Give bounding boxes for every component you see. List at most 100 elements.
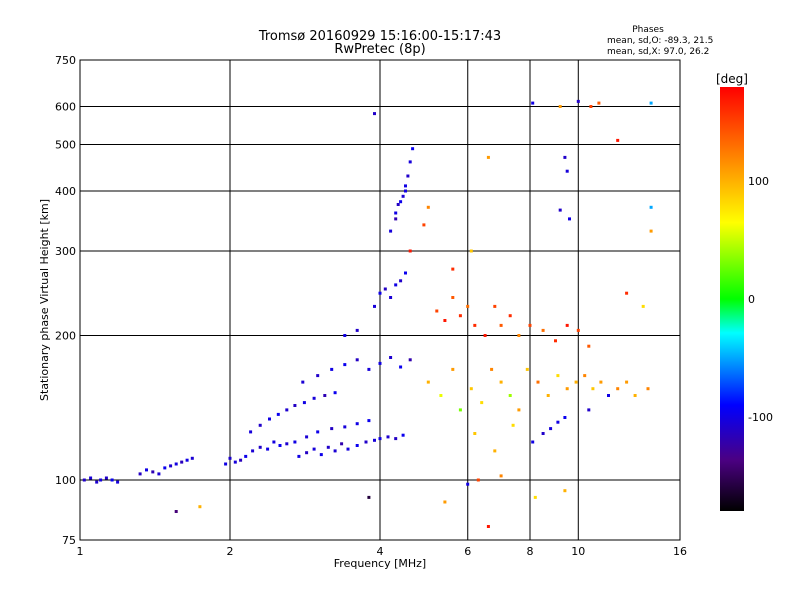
data-point [343,425,347,429]
data-point [312,396,316,400]
data-point [649,205,653,209]
data-point [367,367,371,371]
data-point [301,380,305,384]
colorbar-tick-label: 0 [748,293,755,306]
data-point [480,401,484,405]
x-tick-label: 2 [227,545,234,558]
colorbar-tick-label: 100 [748,175,769,188]
data-point [389,229,393,233]
data-point [157,472,161,476]
data-point [394,217,398,221]
data-point [378,437,382,441]
data-point [531,440,535,444]
data-point [616,138,620,142]
data-point [169,464,173,468]
data-point [233,460,237,464]
data-point [355,444,359,447]
data-point [399,279,403,283]
data-point [394,211,398,215]
colorbar: [deg] 100 0 -100 [716,72,773,511]
data-point [646,387,650,391]
data-point [568,217,571,221]
stats-x-mode: mean, sd,X: 97.0, 26.2 [607,47,709,57]
data-point [633,394,637,397]
data-point [151,470,155,474]
x-tick-label: 6 [464,545,471,558]
data-point [404,189,407,193]
data-point [198,505,202,509]
data-point [625,291,629,295]
x-tick-label: 8 [527,545,534,558]
data-point [333,449,337,453]
data-point [473,432,477,435]
data-point [541,328,545,332]
data-point [476,478,480,482]
data-point [228,456,232,460]
data-point [565,169,569,173]
data-point [293,440,297,444]
data-point [591,387,595,391]
data-point [587,408,591,412]
data-point [355,328,359,332]
data-point [394,437,398,441]
data-point [312,447,316,451]
data-points [82,99,653,528]
data-point [394,283,398,287]
data-point [422,223,426,227]
y-tick-label: 75 [62,534,76,547]
data-point [565,323,569,327]
data-point [435,309,439,313]
data-point [406,174,410,178]
data-point [583,374,587,378]
data-point [293,404,297,407]
data-point [367,495,371,499]
data-point [285,408,289,412]
data-point [373,304,376,308]
data-point [316,374,320,378]
colorbar-ticks: 100 0 -100 [748,175,773,424]
data-point [531,101,535,105]
data-point [493,449,497,453]
data-point [333,391,337,395]
data-point [386,435,390,439]
data-point [373,438,376,442]
data-point [224,462,228,466]
data-point [185,458,189,462]
data-point [426,205,430,209]
data-point [625,380,629,384]
data-point [268,417,271,421]
chart-subtitle: RwPretec (8p) [334,42,425,57]
data-point [404,184,407,188]
chart-titles: Tromsø 20160929 15:16:00-15:17:43 RwPret… [258,29,501,57]
data-point [258,445,262,449]
data-point [297,454,301,458]
data-point [574,380,578,384]
data-point [558,105,562,108]
data-point [408,249,412,253]
data-point [408,358,412,362]
data-point [411,147,415,151]
data-point [589,105,593,108]
data-point [305,435,309,439]
data-point [517,334,521,337]
data-point [597,101,601,105]
x-tick-label: 16 [673,545,687,558]
data-point [426,380,430,384]
data-point [244,454,248,458]
data-point [541,432,545,435]
data-point [163,466,167,470]
data-point [466,482,470,486]
data-point [525,367,529,371]
data-point [483,334,487,337]
y-tick-label: 200 [55,330,76,343]
data-point [641,304,645,308]
y-axis-ticks: 75 100 200 300 400 500 600 750 [55,54,76,547]
data-point [458,314,462,318]
data-point [355,422,359,426]
data-point [556,374,560,378]
y-tick-label: 100 [55,474,76,487]
data-point [469,249,473,253]
data-point [473,323,477,327]
data-point [251,449,255,453]
